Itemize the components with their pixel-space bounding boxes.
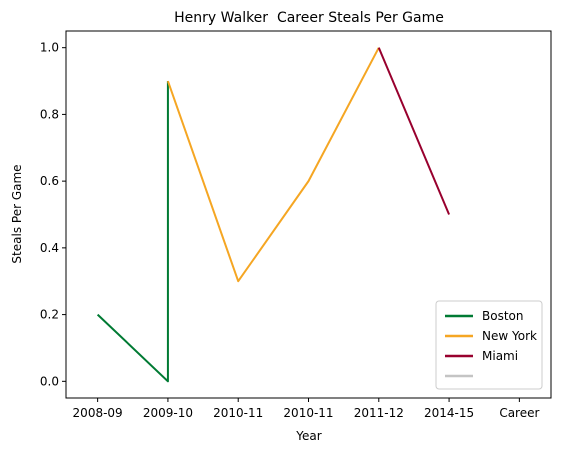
series-line-boston [96, 81, 169, 383]
x-tick-label: 2014-15 [424, 406, 474, 420]
x-tick-label: 2008-09 [73, 406, 123, 420]
x-tick-label: 2011-12 [354, 406, 404, 420]
y-axis: 0.0 0.2 0.4 0.6 0.8 1.0 [40, 41, 66, 388]
legend-label: Boston [482, 309, 523, 323]
y-tick-label: 1.0 [40, 41, 59, 55]
y-tick-label: 0.8 [40, 107, 59, 121]
legend-label: Miami [482, 349, 518, 363]
x-axis-label: Year [295, 429, 321, 443]
x-axis: 2008-09 2009-10 2010-11 2010-11 2011-12 2014-… [73, 398, 539, 420]
y-tick-label: 0.0 [40, 374, 59, 388]
legend: Boston New York Miami [435, 300, 543, 390]
y-axis-label: Steals Per Game [10, 164, 24, 263]
x-tick-label: 2010-11 [283, 406, 333, 420]
series-lines [96, 47, 451, 383]
x-tick-label: 2009-10 [143, 406, 193, 420]
legend-label: New York [482, 329, 537, 343]
x-tick-label: Career [499, 406, 539, 420]
series-line-miami [377, 47, 451, 215]
y-tick-label: 0.2 [40, 308, 59, 322]
legend-box [435, 300, 543, 390]
chart-title: Henry Walker Career Steals Per Game [174, 10, 444, 26]
x-tick-label: 2010-11 [213, 406, 263, 420]
y-tick-label: 0.4 [40, 241, 59, 255]
series-line-new-york [166, 47, 380, 283]
y-tick-label: 0.6 [40, 174, 59, 188]
